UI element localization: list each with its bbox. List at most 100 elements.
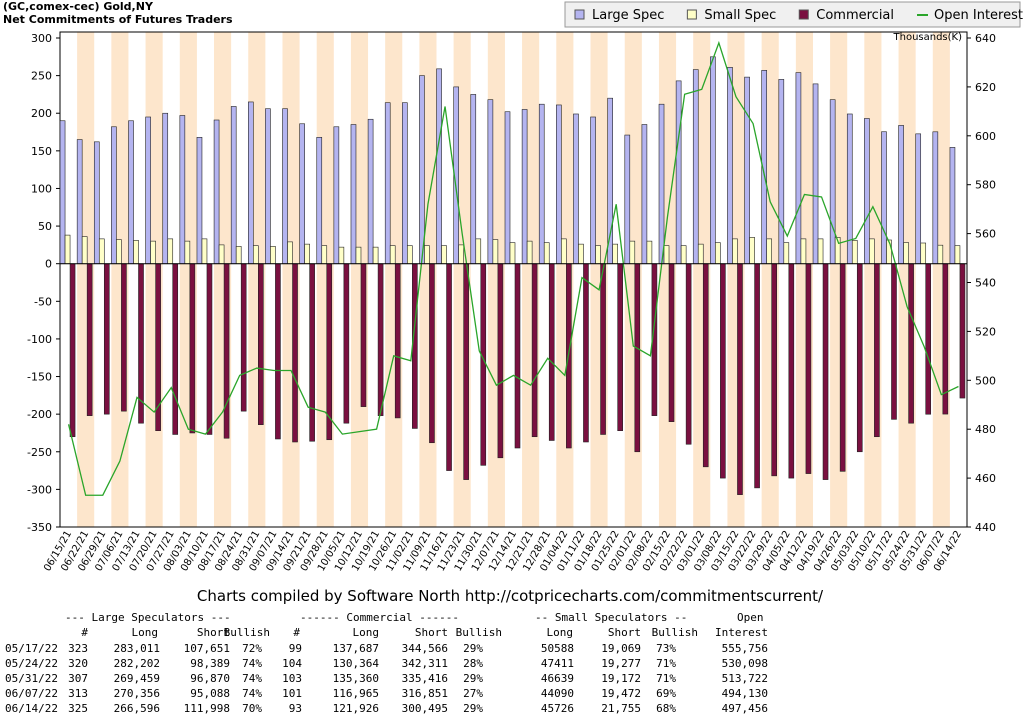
bar xyxy=(617,263,623,432)
y-tick-label: 50 xyxy=(38,220,52,233)
plot-frame xyxy=(59,31,968,528)
bar xyxy=(292,263,298,443)
table-cell: 46639 xyxy=(541,672,574,685)
bar xyxy=(206,263,213,435)
group-header: Open xyxy=(737,611,764,624)
table-cell: 323 xyxy=(68,642,88,655)
table-cell: 70% xyxy=(242,702,262,714)
y2-axis-label: Thousands(K) xyxy=(893,32,963,43)
bar xyxy=(531,263,538,438)
table-cell: 342,311 xyxy=(402,657,448,670)
group-header: ------ Commercial ------ xyxy=(300,611,459,624)
table-cell: 29% xyxy=(463,672,483,685)
y-tick-label: 150 xyxy=(31,145,52,158)
bar xyxy=(316,137,323,264)
y-tick-label: -200 xyxy=(27,408,52,421)
bar xyxy=(64,234,71,264)
bar xyxy=(680,245,687,264)
legend-label: Open Interest xyxy=(934,8,1023,23)
table-cell: 135,360 xyxy=(333,672,379,685)
bar xyxy=(150,240,156,264)
y-tick-label: 0 xyxy=(45,258,52,271)
bar xyxy=(754,263,760,489)
y-tick-label: -50 xyxy=(34,295,52,308)
y2-tick-label: 440 xyxy=(975,521,996,534)
bar xyxy=(475,238,482,264)
table-cell: 47411 xyxy=(541,657,574,670)
bar xyxy=(76,139,83,264)
legend-box xyxy=(564,1,1021,28)
bar xyxy=(497,263,504,459)
table-cell: 28% xyxy=(463,657,483,670)
table-cell: 93 xyxy=(289,702,302,714)
table-cell: 137,687 xyxy=(333,642,379,655)
column-header: Long xyxy=(547,626,574,639)
bar xyxy=(299,123,305,264)
bar xyxy=(903,242,909,264)
table-cell: 29% xyxy=(463,702,483,714)
bar xyxy=(196,137,203,264)
bar xyxy=(419,75,425,264)
bar xyxy=(116,239,122,264)
bar xyxy=(429,263,435,444)
bar xyxy=(326,263,333,441)
bar xyxy=(727,67,733,264)
bar xyxy=(446,263,452,471)
y-tick-label: 250 xyxy=(31,70,52,83)
y-tick-label: -100 xyxy=(27,333,52,346)
bar xyxy=(338,246,345,264)
bar xyxy=(258,263,264,425)
table-cell: 45726 xyxy=(541,702,574,714)
legend-label: Small Spec xyxy=(704,8,776,23)
table-cell: 98,389 xyxy=(190,657,230,670)
bar xyxy=(800,238,807,264)
bar xyxy=(891,263,897,420)
bar xyxy=(407,245,413,264)
bar xyxy=(538,103,545,264)
bar xyxy=(744,76,750,264)
bar xyxy=(766,238,772,264)
column-header: Bullish xyxy=(652,626,698,639)
table-cell: 05/24/22 xyxy=(5,657,58,670)
bar xyxy=(121,263,127,412)
table-cell: 307 xyxy=(68,672,88,685)
table-cell: 44090 xyxy=(541,687,574,700)
bar xyxy=(915,133,922,264)
bar xyxy=(692,69,699,264)
table-cell: 335,416 xyxy=(402,672,448,685)
column-header: # xyxy=(293,626,300,639)
bar xyxy=(360,263,367,407)
bar xyxy=(720,263,726,479)
column-header: Short xyxy=(415,626,448,639)
bar xyxy=(697,243,704,264)
legend-swatch xyxy=(798,9,809,20)
bar xyxy=(561,238,567,264)
bar xyxy=(641,124,648,264)
y2-tick-label: 520 xyxy=(975,325,996,338)
bar xyxy=(788,263,795,479)
bar xyxy=(920,242,927,264)
bar xyxy=(223,263,230,439)
bar xyxy=(932,131,939,264)
bar xyxy=(309,263,315,442)
bar xyxy=(710,56,716,264)
bar xyxy=(384,102,391,264)
table-cell: 530,098 xyxy=(722,657,768,670)
y2-tick-label: 560 xyxy=(975,228,996,241)
table-cell: 282,202 xyxy=(114,657,160,670)
bar xyxy=(607,97,613,264)
table-cell: 300,495 xyxy=(402,702,448,714)
bar xyxy=(492,239,499,264)
bar xyxy=(573,113,579,264)
bar xyxy=(162,112,169,264)
column-header: Short xyxy=(197,626,230,639)
y2-tick-label: 480 xyxy=(975,423,996,436)
bar xyxy=(355,246,362,264)
bar xyxy=(69,263,76,438)
table-cell: 06/14/22 xyxy=(5,702,58,714)
column-header: Bullish xyxy=(456,626,502,639)
bar xyxy=(480,263,487,466)
bar xyxy=(771,263,777,477)
bar xyxy=(377,263,384,416)
table-cell: 344,566 xyxy=(402,642,448,655)
